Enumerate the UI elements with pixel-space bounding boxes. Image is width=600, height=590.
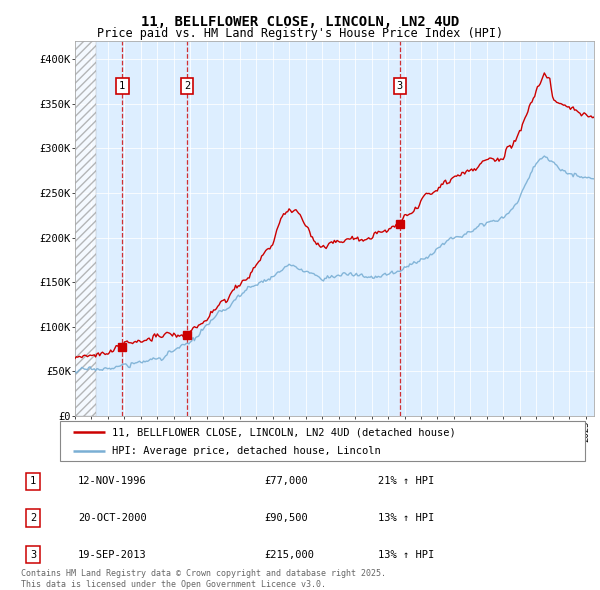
Text: £215,000: £215,000 (264, 550, 314, 559)
Text: 21% ↑ HPI: 21% ↑ HPI (378, 477, 434, 486)
Text: £77,000: £77,000 (264, 477, 308, 486)
Text: 13% ↑ HPI: 13% ↑ HPI (378, 550, 434, 559)
Text: HPI: Average price, detached house, Lincoln: HPI: Average price, detached house, Linc… (113, 445, 381, 455)
Text: 13% ↑ HPI: 13% ↑ HPI (378, 513, 434, 523)
Text: 12-NOV-1996: 12-NOV-1996 (78, 477, 147, 486)
Text: 19-SEP-2013: 19-SEP-2013 (78, 550, 147, 559)
Text: Contains HM Land Registry data © Crown copyright and database right 2025.
This d: Contains HM Land Registry data © Crown c… (21, 569, 386, 589)
Text: 1: 1 (30, 477, 36, 486)
Text: £90,500: £90,500 (264, 513, 308, 523)
FancyBboxPatch shape (60, 421, 585, 461)
Text: 2: 2 (184, 81, 190, 91)
Text: 20-OCT-2000: 20-OCT-2000 (78, 513, 147, 523)
Text: 1: 1 (119, 81, 125, 91)
Text: 11, BELLFLOWER CLOSE, LINCOLN, LN2 4UD: 11, BELLFLOWER CLOSE, LINCOLN, LN2 4UD (141, 15, 459, 29)
Text: 2: 2 (30, 513, 36, 523)
Bar (75, 41, 97, 416)
Text: 3: 3 (30, 550, 36, 559)
Text: 3: 3 (397, 81, 403, 91)
Text: 11, BELLFLOWER CLOSE, LINCOLN, LN2 4UD (detached house): 11, BELLFLOWER CLOSE, LINCOLN, LN2 4UD (… (113, 427, 456, 437)
Text: Price paid vs. HM Land Registry's House Price Index (HPI): Price paid vs. HM Land Registry's House … (97, 27, 503, 40)
